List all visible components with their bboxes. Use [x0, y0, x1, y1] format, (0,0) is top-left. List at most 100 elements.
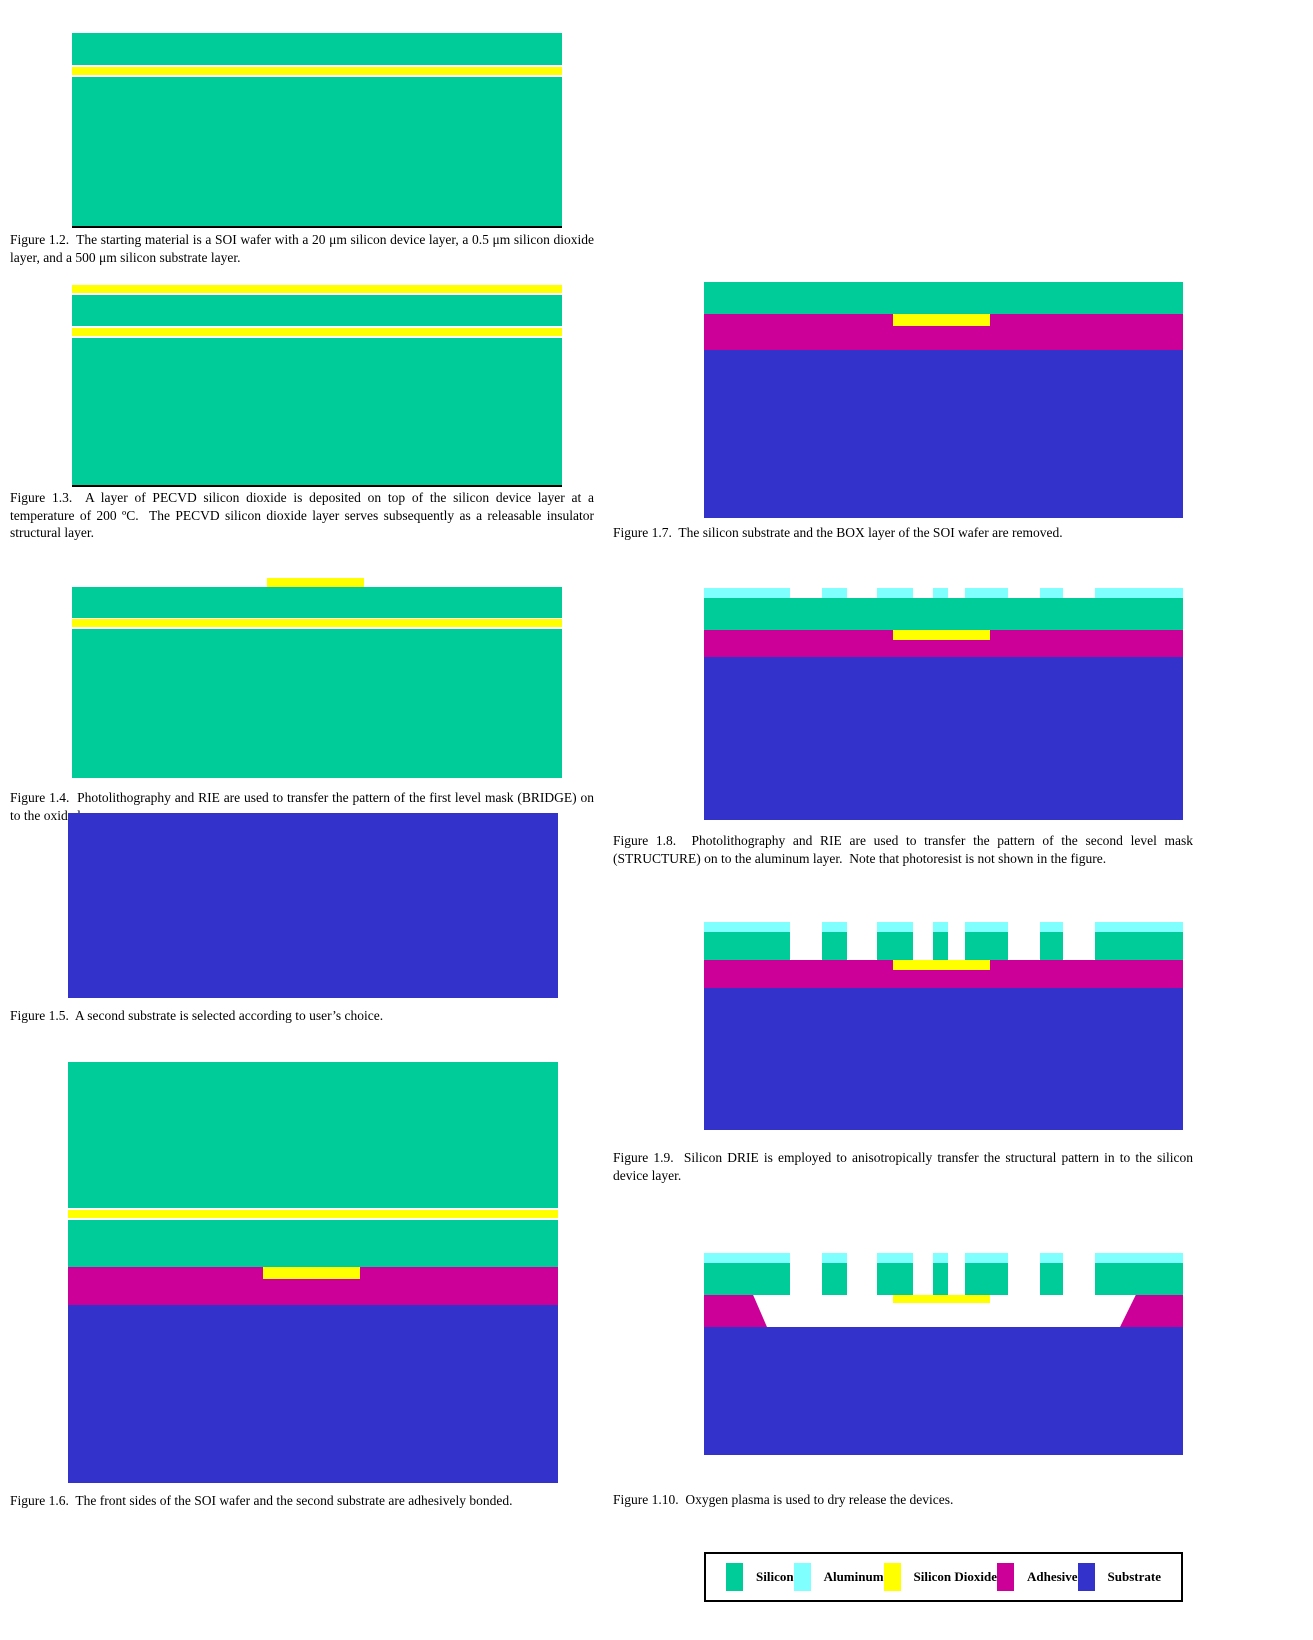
patterned-oxide-tab [267, 578, 364, 587]
buried-oxide-layer [72, 328, 562, 336]
silicon-dioxide-swatch [883, 1563, 901, 1591]
silicon-pillar [877, 1263, 913, 1295]
aluminum-cap [704, 1253, 790, 1263]
figure-1-6-diagram [68, 1062, 558, 1483]
silicon-device-layer [72, 587, 562, 618]
patterned-oxide-tab [893, 630, 990, 640]
silicon-pillar [1040, 1263, 1063, 1295]
patterned-oxide-tab [893, 314, 990, 326]
aluminum-swatch [793, 1563, 811, 1591]
baseline [72, 485, 562, 487]
aluminum-cap [877, 588, 913, 598]
silicon-substrate-layer [72, 77, 562, 226]
figure-caption-1-8: Figure 1.8. Photolithography and RIE are… [613, 833, 1193, 866]
silicon-substrate-layer [72, 629, 562, 778]
materials-legend: Silicon Aluminum Silicon Dioxide Adhesiv… [704, 1552, 1183, 1602]
aluminum-cap [1095, 588, 1183, 598]
aluminum-cap [1040, 588, 1063, 598]
silicon-device-layer [68, 1220, 558, 1267]
patterned-oxide-tab [893, 960, 990, 970]
legend-label-silicon-dioxide: Silicon Dioxide [913, 1569, 997, 1584]
second-substrate-layer [68, 813, 558, 998]
silicon-substrate-layer [72, 338, 562, 485]
aluminum-cap [704, 588, 790, 598]
aluminum-cap [704, 922, 790, 932]
aluminum-cap [965, 588, 1008, 598]
substrate-swatch [1077, 1563, 1095, 1591]
aluminum-cap [877, 1253, 913, 1263]
silicon-pillar [933, 1263, 948, 1295]
figure-caption-1-7: Figure 1.7. The silicon substrate and th… [613, 525, 1063, 540]
second-substrate-layer [704, 988, 1183, 1130]
legend-item-substrate: Substrate [1077, 1563, 1161, 1591]
aluminum-cap [933, 588, 948, 598]
legend-item-silicon: Silicon [726, 1563, 794, 1591]
silicon-swatch [726, 1563, 743, 1591]
figure-1-4-diagram [72, 578, 562, 778]
second-substrate-layer [704, 657, 1183, 820]
legend-item-silicon-dioxide: Silicon Dioxide [883, 1563, 997, 1591]
silicon-pillar [1095, 1263, 1183, 1295]
aluminum-cap [1095, 922, 1183, 932]
legend-item-aluminum: Aluminum [793, 1563, 884, 1591]
silicon-pillar [877, 932, 913, 960]
silicon-pillar [933, 932, 948, 960]
pecvd-oxide-layer [72, 285, 562, 293]
figure-caption-1-6: Figure 1.6. The front sides of the SOI w… [10, 1493, 513, 1508]
silicon-pillar [965, 1263, 1008, 1295]
adhesive-anchor-right [1120, 1295, 1183, 1327]
silicon-device-layer [72, 33, 562, 65]
legend-label-substrate: Substrate [1107, 1569, 1161, 1584]
silicon-pillar [704, 1263, 790, 1295]
second-substrate-layer [68, 1305, 558, 1483]
figure-caption-1-3: Figure 1.3. A layer of PECVD silicon dio… [10, 490, 594, 540]
figure-1-9-diagram [704, 922, 1183, 1130]
aluminum-cap [822, 922, 847, 932]
figure-1-5-diagram [68, 813, 558, 998]
aluminum-cap [1095, 1253, 1183, 1263]
silicon-device-layer [704, 282, 1183, 314]
legend-label-aluminum: Aluminum [823, 1569, 884, 1584]
aluminum-cap [965, 1253, 1008, 1263]
silicon-pillar [965, 932, 1008, 960]
etched-silicon-pillars [704, 922, 1183, 960]
figure-1-3-diagram [72, 285, 562, 487]
silicon-pillar [822, 1263, 847, 1295]
figure-1-7-diagram [704, 282, 1183, 518]
silicon-device-layer [704, 598, 1183, 630]
buried-oxide-layer [72, 619, 562, 627]
baseline [72, 226, 562, 228]
figure-caption-1-10: Figure 1.10. Oxygen plasma is used to dr… [613, 1492, 954, 1507]
second-substrate-layer [704, 350, 1183, 518]
buried-oxide-layer [68, 1210, 558, 1218]
silicon-pillar [1040, 932, 1063, 960]
silicon-device-layer [72, 295, 562, 326]
silicon-pillar [1095, 932, 1183, 960]
aluminum-cap [822, 1253, 847, 1263]
figure-caption-1-2: Figure 1.2. The starting material is a S… [10, 232, 594, 265]
legend-label-silicon: Silicon [756, 1569, 794, 1584]
buried-oxide-layer [72, 67, 562, 75]
adhesive-anchor-left [704, 1295, 767, 1327]
silicon-substrate-layer [68, 1062, 558, 1208]
released-silicon-pillars [704, 1253, 1183, 1295]
patterned-oxide-tab [263, 1267, 360, 1279]
aluminum-cap [1040, 922, 1063, 932]
legend-label-adhesive: Adhesive [1026, 1569, 1078, 1584]
second-substrate-layer [704, 1327, 1183, 1455]
figure-caption-1-5: Figure 1.5. A second substrate is select… [10, 1008, 384, 1023]
figure-1-8-diagram [704, 588, 1183, 820]
aluminum-cap [877, 922, 913, 932]
released-oxide-tab [893, 1295, 990, 1303]
patterned-aluminum-layer [704, 588, 1183, 598]
silicon-pillar [822, 932, 847, 960]
aluminum-cap [933, 1253, 948, 1263]
figure-caption-1-9: Figure 1.9. Silicon DRIE is employed to … [613, 1150, 1193, 1183]
figure-1-10-diagram [704, 1253, 1183, 1455]
aluminum-cap [1040, 1253, 1063, 1263]
aluminum-cap [965, 922, 1008, 932]
aluminum-cap [822, 588, 847, 598]
figure-1-2-diagram [72, 33, 562, 228]
silicon-pillar [704, 932, 790, 960]
